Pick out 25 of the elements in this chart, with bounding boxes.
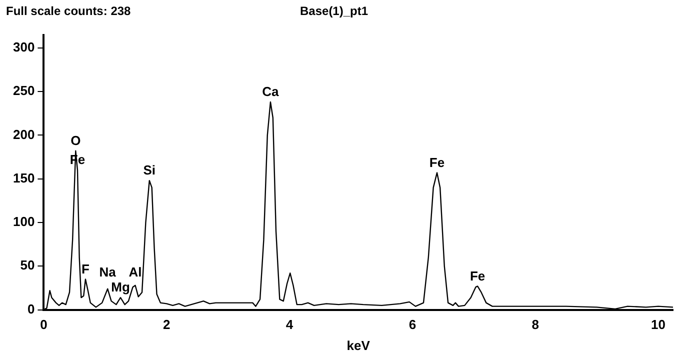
x-tick-label: 2 (162, 317, 170, 332)
x-tick-label: 8 (532, 317, 539, 332)
y-tick-label: 250 (12, 83, 35, 98)
y-tick-label: 150 (12, 170, 35, 186)
y-tick-label: 100 (12, 214, 35, 230)
annotation: Fe (470, 268, 486, 284)
y-tick-label: 200 (12, 126, 35, 142)
x-tick-label: 10 (651, 317, 666, 332)
x-tick-label: 4 (286, 317, 294, 332)
chart-title: Base(1)_pt1 (300, 4, 368, 18)
annotation: Mg (111, 280, 130, 295)
y-tick-label: 300 (12, 39, 35, 54)
x-tick-label: 0 (40, 317, 48, 332)
y-tick-label: 0 (27, 301, 35, 316)
annotation: Ca (262, 84, 280, 100)
annotation: Na (99, 264, 117, 280)
annotation: Si (143, 162, 156, 178)
annotation: O (70, 132, 81, 148)
x-axis-title: keV (346, 338, 370, 353)
x-tick-label: 6 (408, 317, 416, 332)
annotation: Al (128, 264, 142, 280)
text: Full scale counts: 238 (6, 4, 131, 18)
annotation: F (82, 261, 90, 276)
y-tick-label: 50 (20, 258, 35, 273)
annotation: Fe (429, 154, 445, 170)
